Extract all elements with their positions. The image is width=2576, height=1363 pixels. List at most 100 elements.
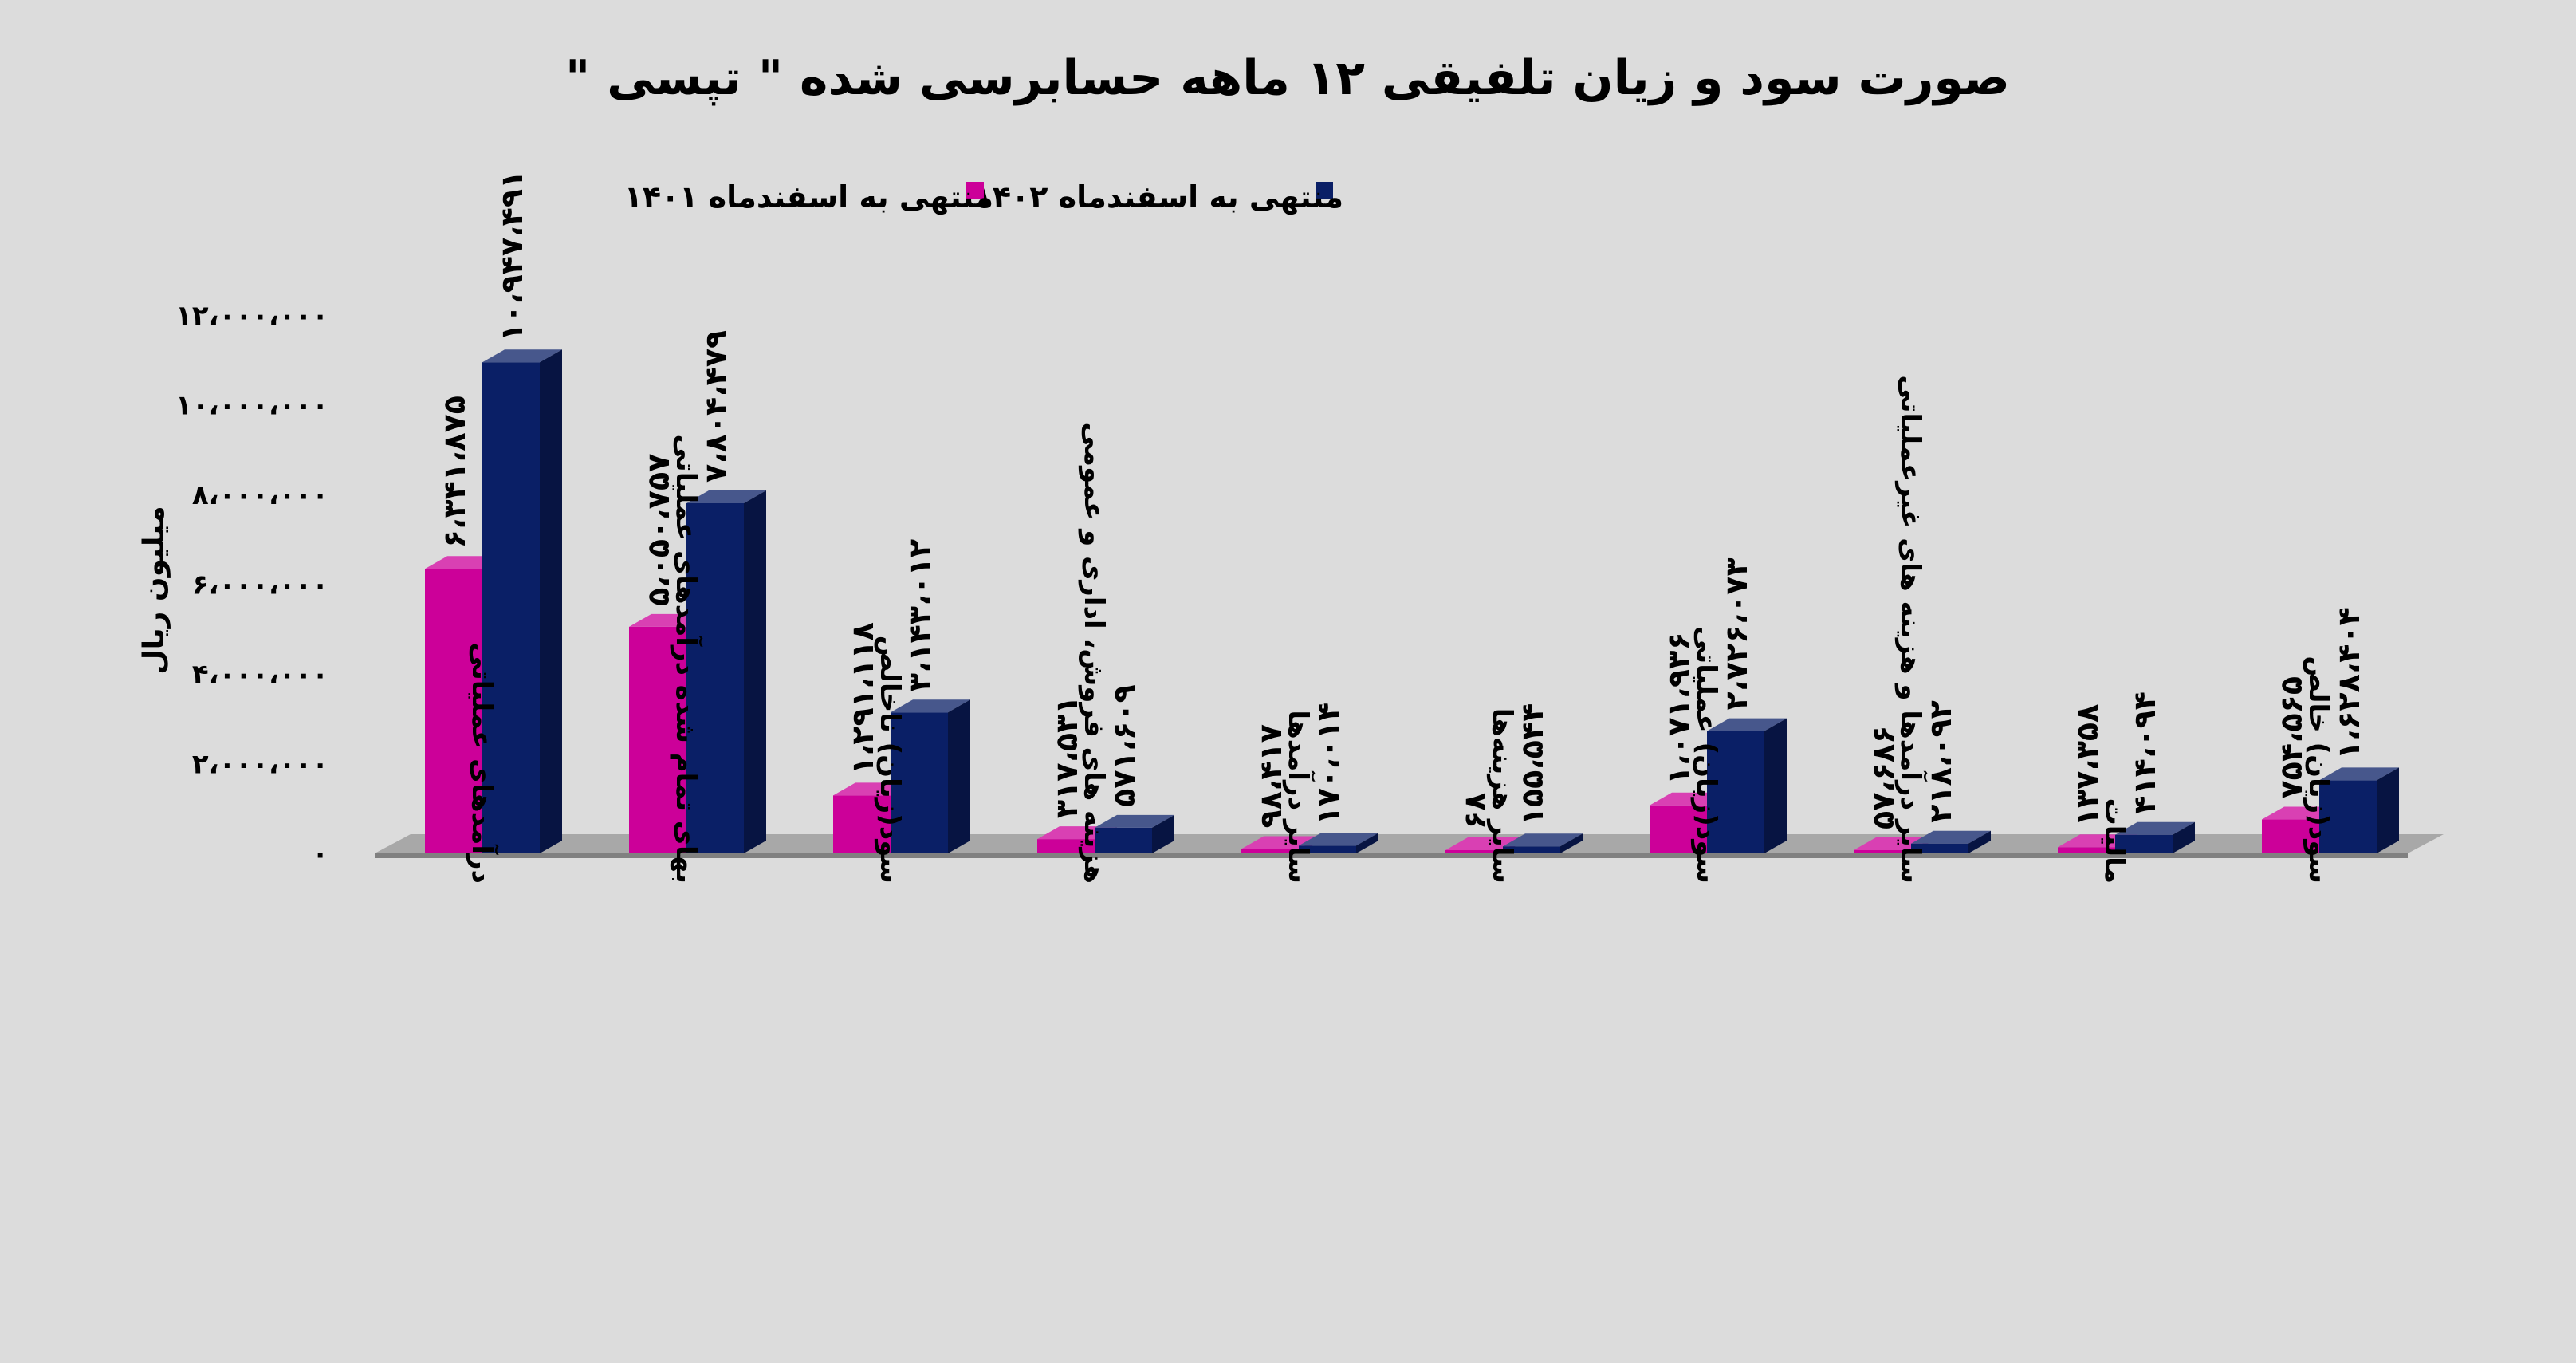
bar <box>1707 718 1787 853</box>
x-category-label: سایر درآمدها <box>1282 710 1316 884</box>
bar-value-label: ۵۷۱،۶۰۹ <box>1107 684 1142 807</box>
bar-value-label: ۶۸ <box>1457 793 1493 829</box>
y-tick-label: ۱۲،۰۰۰،۰۰۰ <box>175 300 328 332</box>
bar-front <box>1241 849 1299 853</box>
bar-side <box>948 699 970 853</box>
bar-side <box>1356 833 1378 853</box>
bar-top <box>1707 718 1787 731</box>
bar-top <box>891 699 970 713</box>
y-tick-label: ۲،۰۰۰،۰۰۰ <box>192 749 328 781</box>
x-category-label: سود(زیان) خالص <box>2303 656 2334 884</box>
bar <box>1503 833 1583 853</box>
bar-value-label: ۱۷۰،۰۱۴ <box>1311 703 1346 825</box>
y-tick-label: ۱۰،۰۰۰،۰۰۰ <box>175 390 328 422</box>
y-axis-label: میلیون ریال <box>138 506 171 674</box>
bar-value-label: ۱۵۵،۵۴۴ <box>1515 703 1550 826</box>
bar-side <box>540 349 562 854</box>
bar-value-label: ۷،۸۰۴،۴۷۹ <box>698 330 733 483</box>
bar <box>2319 767 2399 853</box>
bar-front <box>1445 850 1503 853</box>
bar-front <box>686 502 744 853</box>
bar <box>482 349 562 854</box>
bar-value-label: ۹۸،۴۱۷ <box>1253 724 1288 828</box>
x-axis-categories: درآمدهای عملیاتی بهای تمام شده درآمدهای ع… <box>466 375 2334 884</box>
floor-edge <box>375 853 2408 858</box>
bar <box>891 699 970 853</box>
bar-top <box>1911 830 1991 844</box>
bar-side <box>1968 830 1991 853</box>
bar-value-label: ۱۳۷،۳۵۸ <box>2070 704 2105 827</box>
legend-swatch-1401 <box>966 182 984 199</box>
bar-side <box>744 490 766 853</box>
x-category-label: سایر هزینه‌ها <box>1486 708 1518 884</box>
bar-front <box>1095 827 1152 853</box>
x-category-label: هزینه های فروش، اداری و عمومی <box>1078 423 1110 884</box>
x-category-label: سود(زیان) عملیاتی <box>1690 626 1722 884</box>
legend-label-1401: منتهی به اسفندماه ۱۴۰۱ <box>624 179 993 215</box>
bar-front <box>1503 846 1560 853</box>
bar-value-label: ۳،۱۴۳،۰۱۲ <box>903 539 938 691</box>
x-category-label: مالیات <box>2098 798 2130 884</box>
bars-group <box>425 349 2399 854</box>
bar-top <box>2319 767 2399 781</box>
bar-front <box>1037 839 1095 853</box>
bar-top <box>1299 833 1378 846</box>
x-category-label: درآمدهای عملیاتی <box>466 643 499 884</box>
y-tick-label: ۴،۰۰۰،۰۰۰ <box>192 659 328 691</box>
bar-value-label: ۴۱۴،۰۹۴ <box>2127 691 2162 814</box>
bar-side <box>1764 718 1787 853</box>
x-category-label: بهای تمام شده درآمدهای عملیاتی <box>670 435 703 884</box>
bar-front <box>2115 834 2173 853</box>
bar-front <box>1650 805 1707 853</box>
y-tick-label: ۰ <box>312 838 328 870</box>
bar-front <box>1854 850 1911 853</box>
x-category-label: سود(زیان) ناخالص <box>874 636 906 884</box>
bar-value-label: ۷۵۴،۵۶۵ <box>2274 676 2309 799</box>
bar-front <box>891 712 948 853</box>
bar-side <box>1152 814 1174 853</box>
bar-front <box>482 362 540 854</box>
chart-title: صورت سود و زیان تلفیقی ۱۲ ماهه حسابرسی ش… <box>565 50 2010 106</box>
legend-swatch-1402 <box>1316 182 1333 199</box>
bar-front <box>833 795 891 853</box>
bar <box>1095 814 1174 853</box>
y-tick-label: ۸،۰۰۰،۰۰۰ <box>192 479 328 511</box>
x-category-label: سایر درآمدها و هزینه های غیرعملیاتی <box>1894 375 1928 884</box>
bar-top <box>686 490 766 503</box>
bar-value-label: ۱۰،۹۴۷،۴۹۱ <box>494 171 529 341</box>
bar-value-label: ۲،۷۲۶،۰۷۳ <box>1719 557 1754 710</box>
bar-value-label: ۱،۲۹۱،۱۱۸ <box>845 622 880 774</box>
bar-front <box>2058 847 2115 853</box>
bar-top <box>1503 833 1583 847</box>
bar <box>1299 833 1378 853</box>
bar-front <box>1707 731 1764 853</box>
bar-value-label: ۳۱۷،۵۳۱ <box>1049 696 1084 819</box>
bar-front <box>1299 845 1356 853</box>
bar-top <box>1095 814 1174 828</box>
bar-side <box>2173 821 2195 853</box>
bar-front <box>2319 780 2377 853</box>
bar <box>1911 830 1991 853</box>
bar-top <box>482 349 562 363</box>
data-labels-group: ۶،۳۴۱،۸۷۵ ۱۰،۹۴۷،۴۹۱ ۵،۰۵۰،۷۵۷ ۷،۸۰۴،۴۷۹ ۱،۲… <box>437 171 2366 829</box>
bar-front <box>1911 843 1968 853</box>
bar-value-label: ۵۷،۶۸۶ <box>1866 726 1901 829</box>
bar-front <box>425 569 482 853</box>
bar-top <box>2115 821 2195 835</box>
bar <box>2115 821 2195 853</box>
bar-front <box>2262 819 2319 853</box>
legend: منتهی به اسفندماه ۱۴۰۲ منتهی به اسفندماه… <box>624 179 1343 215</box>
bar-value-label: ۲۱۸،۰۹۲ <box>1923 700 1958 823</box>
y-axis-ticks: ۰ ۲،۰۰۰،۰۰۰ ۴،۰۰۰،۰۰۰ ۶،۰۰۰،۰۰۰ ۸،۰۰۰،۰۰۰ ۱۰،… <box>175 300 328 870</box>
bar <box>686 490 766 853</box>
bar-value-label: ۵،۰۵۰،۷۵۷ <box>641 454 676 606</box>
bar-value-label: ۶،۳۴۱،۸۷۵ <box>437 396 472 548</box>
y-tick-label: ۶،۰۰۰،۰۰۰ <box>192 569 328 601</box>
legend-label-1402: منتهی به اسفندماه ۱۴۰۲ <box>974 179 1343 215</box>
bar-side <box>1560 833 1583 853</box>
bar-side <box>2377 767 2399 853</box>
bar-value-label: ۱،۰۷۱،۹۳۶ <box>1662 632 1697 784</box>
bar-front <box>629 626 686 853</box>
